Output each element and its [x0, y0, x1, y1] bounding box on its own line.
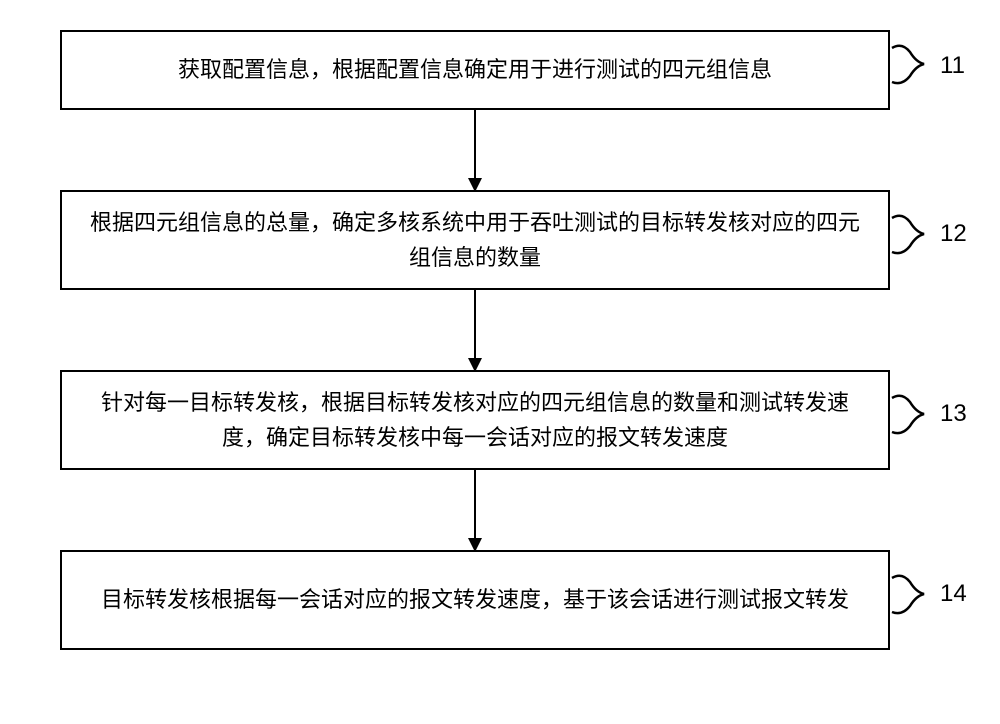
step-text-4: 目标转发核根据每一会话对应的报文转发速度，基于该会话进行测试报文转发 — [101, 582, 849, 617]
connector-2-3 — [465, 290, 485, 372]
step-text-1: 获取配置信息，根据配置信息确定用于进行测试的四元组信息 — [178, 52, 772, 87]
curly-brace-2 — [890, 210, 935, 260]
step-box-3: 针对每一目标转发核，根据目标转发核对应的四元组信息的数量和测试转发速度，确定目标… — [60, 370, 890, 470]
connector-3-4 — [465, 470, 485, 552]
step-box-1: 获取配置信息，根据配置信息确定用于进行测试的四元组信息 — [60, 30, 890, 110]
step-text-3: 针对每一目标转发核，根据目标转发核对应的四元组信息的数量和测试转发速度，确定目标… — [82, 385, 868, 455]
curly-brace-1 — [890, 40, 935, 90]
step-label-1: 11 — [940, 52, 965, 80]
connector-1-2 — [465, 110, 485, 192]
curly-brace-3 — [890, 390, 935, 440]
step-label-4: 14 — [940, 580, 967, 608]
step-box-4: 目标转发核根据每一会话对应的报文转发速度，基于该会话进行测试报文转发 — [60, 550, 890, 650]
step-label-2: 12 — [940, 220, 967, 248]
step-box-2: 根据四元组信息的总量，确定多核系统中用于吞吐测试的目标转发核对应的四元组信息的数… — [60, 190, 890, 290]
step-text-2: 根据四元组信息的总量，确定多核系统中用于吞吐测试的目标转发核对应的四元组信息的数… — [82, 205, 868, 275]
curly-brace-4 — [890, 570, 935, 620]
flowchart-canvas: 获取配置信息，根据配置信息确定用于进行测试的四元组信息 11 根据四元组信息的总… — [0, 0, 1000, 724]
step-label-3: 13 — [940, 400, 967, 428]
